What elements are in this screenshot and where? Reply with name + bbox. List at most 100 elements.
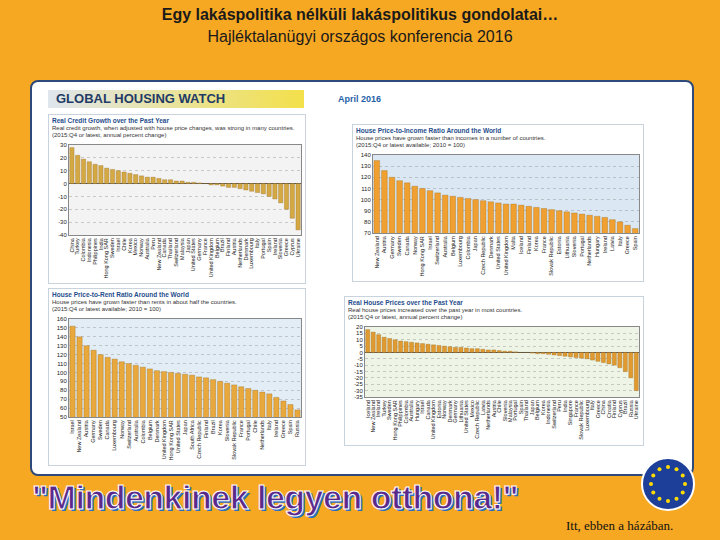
svg-text:Australia: Australia — [442, 235, 448, 257]
svg-text:Netherlands: Netherlands — [586, 236, 592, 266]
svg-text:Portugal: Portugal — [579, 236, 585, 257]
svg-text:Greece: Greece — [280, 420, 286, 438]
svg-text:Luxembourg: Luxembourg — [248, 238, 254, 269]
svg-text:Slovak Republic: Slovak Republic — [231, 420, 237, 460]
svg-text:Belgium: Belgium — [147, 420, 153, 440]
svg-text:Portugal: Portugal — [245, 420, 251, 441]
svg-text:30: 30 — [60, 142, 67, 148]
svg-text:Czech Republic: Czech Republic — [480, 236, 486, 275]
svg-text:50: 50 — [60, 414, 67, 420]
svg-text:Spain: Spain — [266, 238, 272, 252]
svg-text:160: 160 — [57, 316, 68, 322]
svg-text:60: 60 — [60, 405, 67, 411]
svg-text:Denmark: Denmark — [243, 238, 249, 261]
svg-text:0: 0 — [359, 350, 363, 356]
svg-text:Austria: Austria — [491, 399, 497, 417]
svg-text:Cyprus: Cyprus — [289, 238, 295, 256]
svg-text:New Zealand: New Zealand — [156, 238, 162, 270]
svg-text:Portugal: Portugal — [512, 400, 518, 421]
svg-text:United States: United States — [190, 238, 196, 271]
svg-text:Malaysia: Malaysia — [507, 399, 513, 422]
svg-text:Switzerland: Switzerland — [551, 400, 557, 428]
svg-text:Slovenia: Slovenia — [502, 399, 508, 421]
svg-text:Japan: Japan — [472, 236, 478, 251]
svg-text:France: France — [541, 236, 547, 253]
svg-text:Norway: Norway — [441, 400, 447, 419]
svg-text:Colombia: Colombia — [80, 237, 86, 261]
svg-text:100: 100 — [57, 370, 68, 376]
svg-text:United States: United States — [463, 400, 469, 433]
svg-text:110: 110 — [361, 186, 371, 192]
svg-text:Canada: Canada — [404, 235, 410, 255]
svg-text:Russia: Russia — [294, 419, 300, 437]
svg-text:Germany: Germany — [196, 238, 202, 261]
svg-text:Canada: Canada — [425, 399, 431, 419]
svg-text:United Kingdom: United Kingdom — [503, 236, 509, 276]
svg-text:Hong Kong SAR: Hong Kong SAR — [103, 238, 109, 278]
svg-text:Estonia: Estonia — [556, 235, 562, 254]
svg-text:120: 120 — [57, 352, 68, 358]
svg-text:Denmark: Denmark — [488, 236, 494, 259]
svg-text:Luxembourg: Luxembourg — [111, 420, 117, 451]
svg-text:South Africa: South Africa — [189, 419, 195, 450]
svg-text:5: 5 — [359, 343, 363, 349]
svg-text:Slovak Republic: Slovak Republic — [578, 400, 584, 440]
svg-text:-35: -35 — [354, 394, 363, 400]
svg-text:Colombia: Colombia — [465, 235, 471, 259]
svg-text:Iceland: Iceland — [518, 236, 524, 254]
svg-text:Slovenia: Slovenia — [224, 419, 230, 441]
svg-text:Belgium: Belgium — [450, 236, 456, 256]
svg-text:-15: -15 — [354, 369, 363, 375]
svg-text:France: France — [573, 400, 579, 417]
svg-text:Hong Kong SAR: Hong Kong SAR — [392, 400, 398, 440]
svg-text:Hungary: Hungary — [594, 236, 600, 257]
svg-text:Norway: Norway — [138, 238, 144, 257]
svg-text:United States: United States — [495, 236, 501, 269]
svg-text:Sweden: Sweden — [396, 236, 402, 256]
svg-text:110: 110 — [57, 361, 67, 367]
svg-text:Austria: Austria — [83, 419, 89, 437]
svg-text:70: 70 — [364, 230, 371, 236]
svg-text:Germany: Germany — [90, 420, 96, 443]
svg-text:Turkey: Turkey — [381, 400, 387, 417]
svg-text:130: 130 — [57, 343, 68, 349]
svg-text:Spain: Spain — [287, 420, 293, 434]
svg-text:Korea: Korea — [540, 399, 546, 415]
svg-text:United States: United States — [175, 420, 181, 453]
svg-text:10: 10 — [60, 168, 67, 174]
svg-text:-10: -10 — [354, 362, 363, 368]
svg-text:Israel: Israel — [419, 400, 425, 413]
svg-text:Iceland: Iceland — [365, 400, 371, 418]
svg-text:Australia: Australia — [408, 399, 414, 421]
svg-text:Austria: Austria — [231, 237, 237, 255]
svg-text:Sweden: Sweden — [97, 420, 103, 440]
svg-text:Brazil: Brazil — [219, 238, 225, 252]
svg-text:India: India — [562, 399, 568, 412]
svg-text:Germany: Germany — [389, 236, 395, 259]
svg-text:120: 120 — [361, 174, 372, 180]
svg-text:Philippines: Philippines — [92, 238, 98, 265]
svg-text:130: 130 — [361, 163, 372, 169]
svg-text:80: 80 — [60, 387, 67, 393]
svg-text:Spain: Spain — [632, 236, 638, 250]
svg-text:20: 20 — [356, 324, 363, 330]
svg-text:Hong Kong SAR: Hong Kong SAR — [168, 420, 174, 460]
svg-text:Netherlands: Netherlands — [259, 420, 265, 450]
svg-text:Cyprus: Cyprus — [617, 400, 623, 418]
svg-text:Italy: Italy — [617, 236, 623, 246]
svg-text:Brazil: Brazil — [622, 400, 628, 414]
svg-text:Portugal: Portugal — [260, 238, 266, 259]
svg-text:Luxembourg: Luxembourg — [584, 400, 590, 431]
svg-text:Italy: Italy — [266, 420, 272, 430]
svg-text:Australia: Australia — [144, 237, 150, 259]
svg-text:Czech Republic: Czech Republic — [474, 400, 480, 439]
svg-text:Chile: Chile — [252, 420, 258, 433]
svg-text:China: China — [69, 237, 75, 252]
svg-text:Slovak Republic: Slovak Republic — [548, 236, 554, 276]
svg-text:140: 140 — [57, 334, 68, 340]
svg-text:Norway: Norway — [119, 420, 125, 439]
svg-text:90: 90 — [60, 378, 67, 384]
svg-text:-30: -30 — [58, 219, 67, 225]
svg-text:Colombia: Colombia — [403, 399, 409, 423]
svg-text:Philippines: Philippines — [397, 400, 403, 427]
